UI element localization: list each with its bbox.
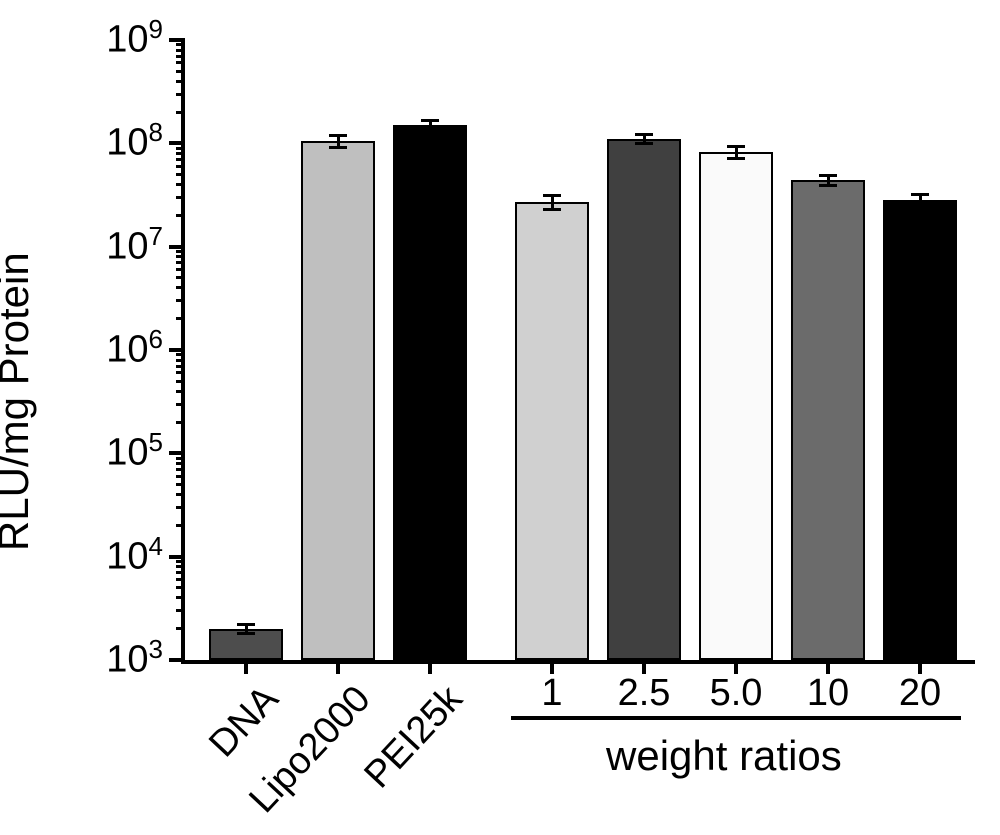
y-tick-minor <box>176 390 185 393</box>
y-tick-label: 109 <box>106 19 163 62</box>
y-tick-minor <box>176 183 185 186</box>
y-tick-minor <box>176 111 185 114</box>
y-tick-minor <box>176 359 185 362</box>
error-cap-top <box>911 193 929 196</box>
x-label-wr1: 1 <box>512 672 592 715</box>
y-tick-minor <box>176 255 185 258</box>
y-tick-minor <box>176 268 185 271</box>
y-tick-minor <box>176 261 185 264</box>
y-tick-minor <box>176 524 185 527</box>
y-tick-minor <box>176 250 185 253</box>
y-tick-minor <box>176 299 185 302</box>
x-label-wr2p5: 2.5 <box>604 672 684 715</box>
error-cap-bottom <box>421 128 439 131</box>
y-tick-major <box>169 658 185 662</box>
y-tick-major <box>169 245 185 249</box>
y-tick-minor <box>176 353 185 356</box>
y-tick-label: 104 <box>106 535 163 578</box>
error-cap-bottom <box>727 157 745 160</box>
bar-wr1 <box>515 202 589 660</box>
error-cap-top <box>543 194 561 197</box>
bar-PEI25k <box>393 125 467 660</box>
y-tick-label: 107 <box>106 225 163 268</box>
y-tick-minor <box>176 493 185 496</box>
y-tick-minor <box>176 483 185 486</box>
y-tick-minor <box>176 596 185 599</box>
y-tick-minor <box>176 586 185 589</box>
x-label-wr20: 20 <box>880 672 960 715</box>
y-tick-minor <box>176 173 185 176</box>
error-cap-top <box>421 119 439 122</box>
y-tick-minor <box>176 49 185 52</box>
y-tick-minor <box>176 560 185 563</box>
error-cap-bottom <box>635 142 653 145</box>
y-tick-minor <box>176 158 185 161</box>
error-cap-top <box>727 145 745 148</box>
error-cap-bottom <box>819 184 837 187</box>
group-underline <box>511 716 961 720</box>
y-tick-minor <box>176 165 185 168</box>
y-tick-minor <box>176 93 185 96</box>
y-tick-minor <box>176 147 185 150</box>
y-tick-minor <box>176 276 185 279</box>
error-cap-bottom <box>237 632 255 635</box>
y-tick-minor <box>176 421 185 424</box>
y-tick-minor <box>176 380 185 383</box>
chart-container: RLU/mg Protein 103104105106107108109DNAL… <box>0 0 1000 835</box>
y-tick-minor <box>176 80 185 83</box>
y-tick-minor <box>176 43 185 46</box>
y-tick-minor <box>176 468 185 471</box>
plot-area: 103104105106107108109DNALipo2000PEI25k12… <box>181 40 975 664</box>
error-cap-top <box>237 623 255 626</box>
y-tick-minor <box>176 403 185 406</box>
y-tick-label: 103 <box>106 639 163 682</box>
x-label-wr5: 5.0 <box>696 672 776 715</box>
y-tick-minor <box>176 70 185 73</box>
bar-wr2p5 <box>607 139 681 660</box>
error-cap-bottom <box>543 208 561 211</box>
y-tick-minor <box>176 61 185 64</box>
y-tick-minor <box>176 214 185 217</box>
y-tick-minor <box>176 571 185 574</box>
y-tick-minor <box>176 609 185 612</box>
y-tick-minor <box>176 475 185 478</box>
y-tick-major <box>169 348 185 352</box>
y-tick-minor <box>176 371 185 374</box>
y-tick-major <box>169 38 185 42</box>
y-tick-major <box>169 451 185 455</box>
y-tick-major <box>169 141 185 145</box>
y-tick-minor <box>176 462 185 465</box>
bar-wr5 <box>699 152 773 660</box>
x-tick <box>336 660 340 674</box>
x-tick <box>428 660 432 674</box>
x-label-wr10: 10 <box>788 672 868 715</box>
bar-wr10 <box>791 180 865 660</box>
error-cap-top <box>329 134 347 137</box>
y-tick-minor <box>176 196 185 199</box>
y-tick-minor <box>176 152 185 155</box>
y-tick-label: 108 <box>106 122 163 165</box>
y-tick-minor <box>176 627 185 630</box>
error-cap-top <box>635 133 653 136</box>
y-tick-minor <box>176 506 185 509</box>
bar-wr20 <box>883 200 957 660</box>
error-cap-top <box>819 174 837 177</box>
y-tick-minor <box>176 55 185 58</box>
y-tick-minor <box>176 578 185 581</box>
error-cap-bottom <box>911 206 929 209</box>
y-tick-minor <box>176 286 185 289</box>
y-tick-minor <box>176 457 185 460</box>
x-tick <box>244 660 248 674</box>
y-tick-minor <box>176 317 185 320</box>
y-tick-label: 106 <box>106 329 163 372</box>
y-tick-minor <box>176 565 185 568</box>
y-tick-major <box>169 555 185 559</box>
y-tick-minor <box>176 365 185 368</box>
group-label: weight ratios <box>606 732 842 780</box>
bar-Lipo2000 <box>301 141 375 660</box>
y-tick-label: 105 <box>106 432 163 475</box>
y-axis-label: RLU/mg Protein <box>0 252 38 551</box>
error-cap-bottom <box>329 146 347 149</box>
